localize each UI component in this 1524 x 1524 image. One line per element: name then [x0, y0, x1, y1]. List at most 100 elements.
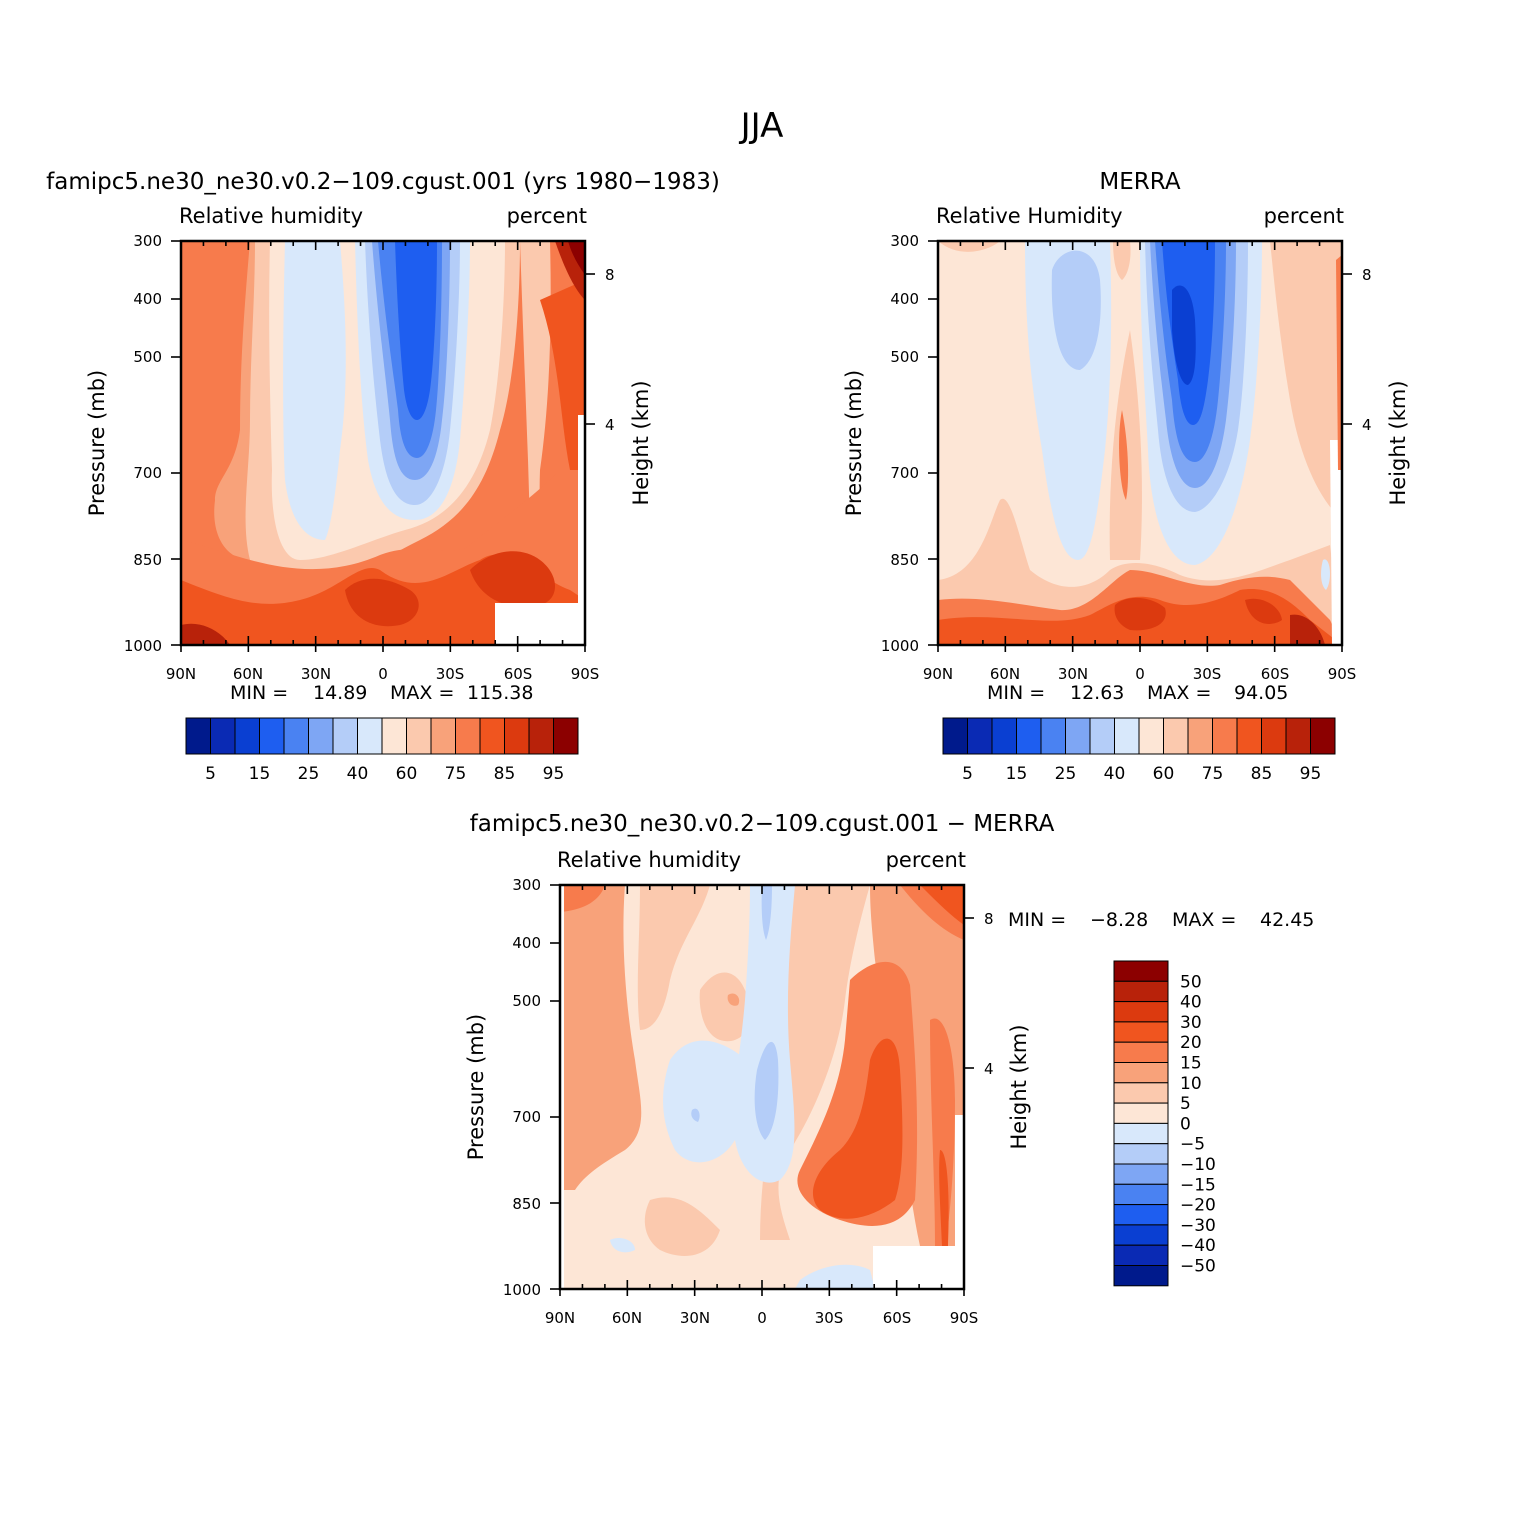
model-colorbar-swatch — [504, 717, 530, 755]
model-rtick-4: 4 — [605, 416, 615, 434]
obs-min-label: MIN = — [987, 682, 1045, 704]
model-ytick-500: 500 — [133, 348, 162, 366]
diff-xtick-60s: 60S — [883, 1309, 912, 1327]
diff-colorbar-swatch — [1113, 1021, 1169, 1043]
diff-min-value: −8.28 — [1090, 909, 1148, 931]
model-colorbar-swatch — [259, 717, 285, 755]
model-xtick-60s: 60S — [504, 665, 533, 683]
diff-colorbar-swatch — [1113, 960, 1169, 982]
diff-ylabel: Pressure (mb) — [464, 1014, 488, 1161]
model-colorbar-label: 85 — [494, 764, 516, 784]
diff-colorbar-label: 0 — [1180, 1114, 1191, 1134]
model-ytick-850: 850 — [133, 551, 162, 569]
diff-ytick-850: 850 — [512, 1195, 541, 1213]
obs-colorbar-label: 95 — [1300, 764, 1322, 784]
model-xtick-60n: 60N — [233, 665, 263, 683]
diff-ytick-300: 300 — [512, 876, 541, 894]
obs-colorbar-swatch — [1065, 717, 1091, 755]
model-colorbar-swatch — [283, 717, 309, 755]
diff-colorbar-label: 30 — [1180, 1013, 1202, 1033]
diff-colorbar-swatch — [1113, 1204, 1169, 1226]
model-colorbar-label: 40 — [347, 764, 369, 784]
obs-colorbar-swatch — [1040, 717, 1066, 755]
diff-colorbar-swatch — [1113, 1062, 1169, 1084]
obs-ytick-400: 400 — [890, 290, 919, 308]
diff-min-label: MIN = — [1008, 909, 1066, 931]
diff-xtick-0: 0 — [757, 1309, 767, 1327]
obs-colorbar-label: 5 — [962, 764, 973, 784]
obs-ytick-500: 500 — [890, 348, 919, 366]
obs-colorbar-label: 60 — [1153, 764, 1175, 784]
panel-obs-variable: Relative Humidity — [936, 204, 1123, 228]
diff-colorbar-swatch — [1113, 1001, 1169, 1023]
panel-model-units: percent — [507, 204, 587, 228]
obs-colorbar-swatch — [1114, 717, 1140, 755]
panel-obs-field — [938, 241, 1342, 645]
obs-colorbar-swatch — [1212, 717, 1238, 755]
model-min-value: 14.89 — [313, 682, 367, 704]
panel-diff: famipc5.ne30_ne30.v0.2−109.cgust.001 − M… — [464, 811, 1314, 1327]
diff-colorbar-label: 5 — [1180, 1094, 1191, 1114]
model-colorbar-swatch — [406, 717, 432, 755]
model-colorbar-label: 15 — [249, 764, 271, 784]
diff-max-label: MAX = — [1172, 909, 1236, 931]
obs-colorbar-label: 40 — [1104, 764, 1126, 784]
panel-obs-title: MERRA — [1099, 169, 1180, 195]
obs-colorbar-label: 85 — [1251, 764, 1273, 784]
model-colorbar-swatch — [357, 717, 383, 755]
diff-colorbar-label: 40 — [1180, 993, 1202, 1013]
model-xtick-90s: 90S — [571, 665, 600, 683]
diff-colorbar-swatch — [1113, 1183, 1169, 1206]
model-min-label: MIN = — [230, 682, 288, 704]
panel-model-ticks — [171, 240, 595, 652]
model-ytick-300: 300 — [133, 232, 162, 250]
diff-ylabel-right: Height (km) — [1007, 1024, 1031, 1149]
obs-ytick-700: 700 — [890, 464, 919, 482]
model-colorbar — [185, 717, 579, 755]
model-ytick-1000: 1000 — [124, 637, 162, 655]
model-rtick-8: 8 — [605, 266, 615, 284]
obs-colorbar-swatch — [1163, 717, 1189, 755]
panel-model: famipc5.ne30_ne30.v0.2−109.cgust.001 (yr… — [46, 169, 720, 784]
diff-colorbar-label: −15 — [1180, 1175, 1216, 1195]
model-colorbar-swatch — [381, 717, 407, 755]
model-colorbar-swatch — [479, 717, 505, 755]
diff-colorbar-swatch — [1113, 1041, 1169, 1063]
model-colorbar-swatch — [528, 717, 554, 755]
model-xtick-30n: 30N — [301, 665, 331, 683]
diff-colorbar-swatch — [1113, 980, 1169, 1003]
diff-colorbar-label: −30 — [1180, 1216, 1216, 1236]
model-ylabel-right: Height (km) — [629, 380, 653, 505]
obs-colorbar-label: 25 — [1055, 764, 1077, 784]
diff-colorbar-label: −20 — [1180, 1196, 1216, 1216]
model-colorbar-swatch — [332, 717, 358, 755]
model-colorbar-swatch — [185, 717, 211, 755]
diff-xtick-90n: 90N — [545, 1309, 575, 1327]
diff-xtick-30n: 30N — [680, 1309, 710, 1327]
obs-colorbar-swatch — [1310, 717, 1336, 755]
obs-colorbar-swatch — [1285, 717, 1311, 755]
model-colorbar-swatch — [210, 717, 236, 755]
obs-colorbar-swatch — [967, 717, 993, 755]
diff-colorbar-swatch — [1113, 1122, 1169, 1145]
diff-colorbar-swatch — [1113, 1224, 1169, 1246]
obs-xtick-60s: 60S — [1261, 665, 1290, 683]
panel-model-field — [181, 241, 585, 645]
panel-model-variable: Relative humidity — [179, 204, 363, 228]
diff-xtick-90s: 90S — [950, 1309, 979, 1327]
diff-ytick-400: 400 — [512, 934, 541, 952]
diff-colorbar-label: −10 — [1180, 1155, 1216, 1175]
model-xtick-30s: 30S — [436, 665, 465, 683]
model-colorbar-label: 95 — [543, 764, 565, 784]
obs-ytick-300: 300 — [890, 232, 919, 250]
diff-colorbar-label: −50 — [1180, 1257, 1216, 1277]
diff-colorbar-label: 50 — [1180, 972, 1202, 992]
model-colorbar-label: 25 — [298, 764, 320, 784]
model-ytick-400: 400 — [133, 290, 162, 308]
model-max-value: 115.38 — [467, 682, 533, 704]
obs-colorbar-swatch — [1261, 717, 1287, 755]
obs-rtick-4: 4 — [1362, 416, 1372, 434]
obs-colorbar-label: 15 — [1006, 764, 1028, 784]
